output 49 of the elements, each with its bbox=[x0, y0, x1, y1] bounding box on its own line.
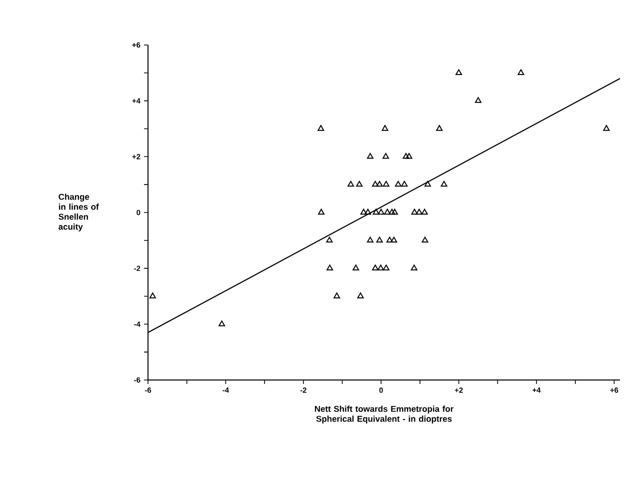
point bbox=[382, 152, 390, 159]
point bbox=[391, 208, 398, 215]
point bbox=[384, 208, 391, 215]
y-axis-title: Change in lines of Snellen acuity bbox=[58, 194, 99, 232]
point bbox=[372, 208, 380, 215]
point bbox=[436, 125, 443, 131]
point bbox=[378, 208, 384, 215]
point bbox=[382, 125, 388, 131]
point bbox=[416, 208, 422, 215]
point bbox=[410, 264, 418, 270]
point bbox=[334, 292, 340, 298]
point bbox=[360, 208, 367, 215]
point bbox=[394, 180, 402, 187]
point bbox=[218, 320, 226, 326]
point bbox=[149, 292, 156, 298]
point bbox=[388, 208, 396, 215]
point bbox=[603, 125, 610, 131]
point bbox=[456, 69, 462, 75]
point bbox=[348, 180, 354, 187]
point bbox=[474, 97, 482, 103]
point bbox=[424, 180, 431, 187]
point bbox=[401, 180, 408, 187]
point bbox=[318, 125, 324, 131]
point bbox=[376, 180, 383, 187]
point bbox=[376, 236, 383, 242]
point bbox=[421, 208, 428, 215]
point bbox=[372, 180, 379, 187]
point bbox=[402, 152, 410, 159]
point bbox=[356, 180, 363, 187]
point bbox=[366, 152, 374, 159]
point bbox=[357, 292, 364, 298]
point bbox=[382, 180, 390, 187]
point bbox=[382, 264, 390, 270]
point bbox=[366, 236, 374, 242]
point bbox=[386, 236, 393, 242]
point bbox=[411, 208, 418, 215]
point bbox=[372, 264, 379, 270]
x-axis-title: Nett Shift towards Emmetropia for Spherical Equivalent - in dioptres bbox=[314, 406, 454, 424]
point bbox=[318, 208, 325, 215]
point bbox=[422, 236, 428, 242]
point bbox=[390, 236, 398, 242]
point bbox=[440, 180, 448, 187]
point bbox=[352, 264, 360, 270]
point bbox=[377, 264, 384, 270]
point bbox=[364, 208, 372, 215]
point bbox=[326, 236, 333, 242]
point bbox=[326, 264, 334, 270]
point bbox=[518, 69, 524, 75]
point bbox=[406, 152, 412, 159]
